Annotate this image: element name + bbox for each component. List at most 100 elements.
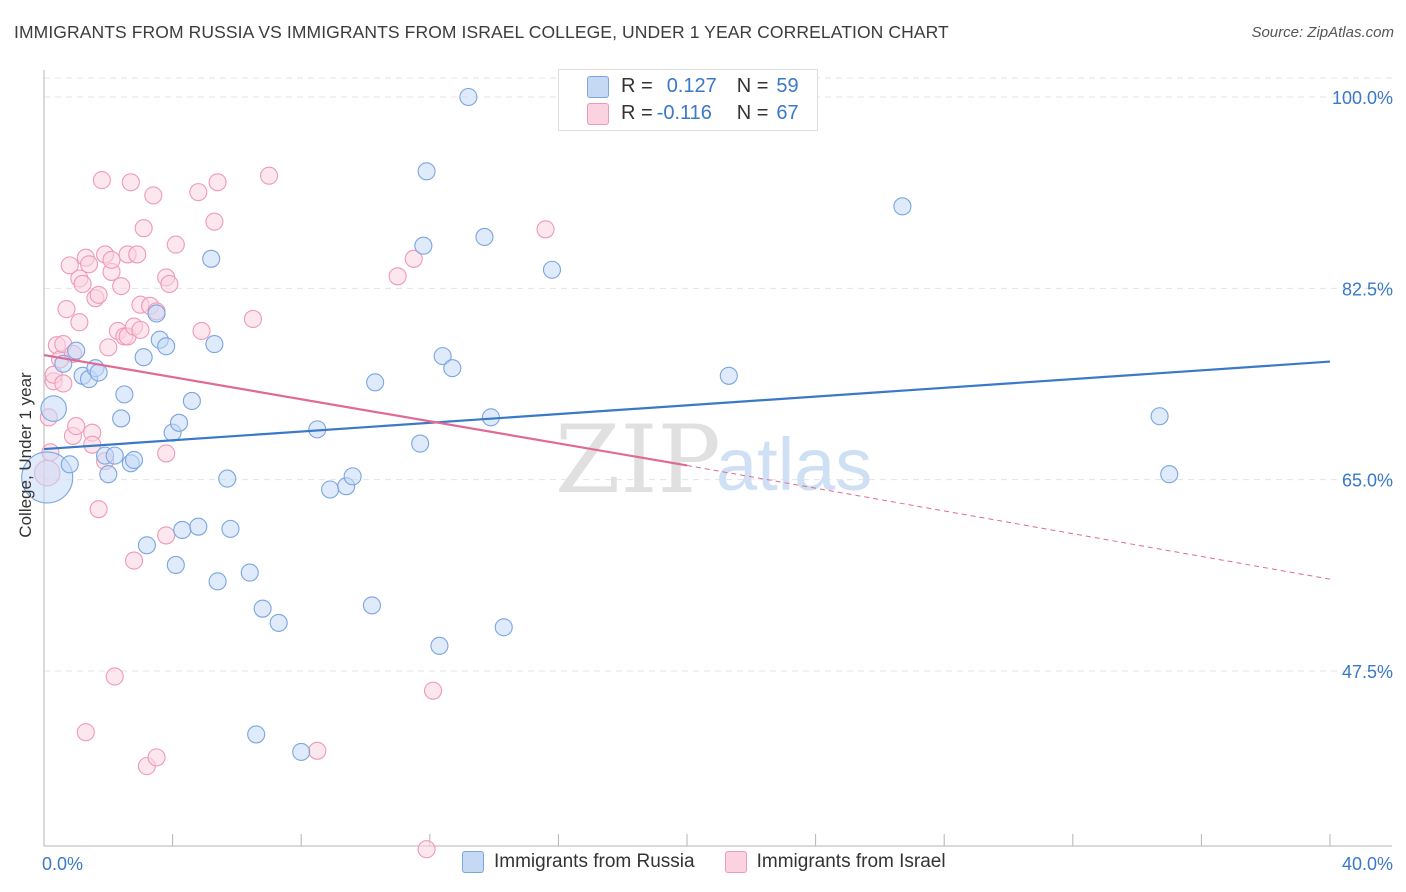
y-tick-label: 65.0% (1342, 471, 1393, 491)
israel-point (79, 255, 99, 274)
israel-point (67, 417, 86, 436)
russia-swatch (587, 75, 609, 98)
russia-point (1160, 465, 1179, 484)
israel-point (60, 256, 79, 275)
israel-point (308, 741, 327, 760)
gridlines (44, 77, 1392, 672)
israel-point (157, 526, 176, 545)
israel-point (134, 219, 153, 238)
trend-line-russia (43, 360, 1331, 451)
stats-legend: R = 0.127 N = 59 R = -0.116 N = 67 (558, 69, 818, 131)
watermark: ZIP atlas (555, 406, 872, 515)
russia-point (182, 391, 201, 410)
russia-point (1150, 407, 1169, 426)
israel-point (76, 723, 95, 742)
russia-point (269, 613, 288, 632)
russia-point (893, 197, 912, 216)
r-label: R = (621, 75, 653, 97)
israel-legend-swatch (724, 851, 747, 873)
israel-point (536, 220, 555, 239)
russia-n-value: 59 (776, 75, 799, 97)
watermark-zip: ZIP (555, 406, 721, 515)
watermark-atlas: atlas (716, 423, 872, 506)
israel-point (89, 500, 108, 519)
russia-point (221, 519, 240, 538)
russia-point (343, 467, 362, 486)
russia-point (147, 304, 166, 323)
russia-point (292, 742, 311, 761)
israel-point (73, 274, 92, 294)
israel-point (423, 681, 443, 700)
legend-label-israel: Immigrants from Israel (756, 851, 946, 872)
israel-point (105, 667, 124, 686)
source-label: Source: ZipAtlas.com (1251, 24, 1394, 41)
russia-point (494, 618, 513, 637)
russia-point (459, 87, 478, 107)
legend-item-israel[interactable]: Immigrants from Israel (724, 851, 946, 873)
r-label: R = (621, 102, 653, 124)
russia-point (124, 450, 144, 470)
russia-legend-swatch (462, 851, 484, 873)
russia-point (60, 455, 79, 474)
legend-item-russia[interactable]: Immigrants from Russia (462, 851, 695, 873)
russia-point (218, 469, 237, 488)
russia-point (99, 465, 118, 484)
israel-point (121, 173, 140, 192)
israel-point (157, 444, 176, 463)
russia-r-value: 0.127 (666, 75, 717, 97)
russia-point (362, 596, 381, 615)
russia-point (417, 162, 436, 181)
trend-line-israel (43, 353, 688, 467)
israel-point (57, 300, 76, 319)
israel-point (208, 173, 227, 192)
israel-point (388, 267, 407, 286)
n-label: N = (736, 75, 769, 97)
russia-point (253, 599, 272, 618)
israel-point (160, 274, 179, 294)
israel-n-value: 67 (776, 102, 799, 124)
russia-point (189, 517, 208, 536)
russia-point (105, 446, 124, 465)
russia-point (173, 520, 192, 540)
israel-point (144, 186, 163, 205)
russia-point (475, 227, 494, 246)
y-tick-label: 47.5% (1342, 662, 1393, 682)
israel-point (131, 320, 150, 339)
russia-point (202, 249, 221, 268)
israel-point (89, 285, 108, 304)
israel-point (189, 183, 208, 202)
russia-point (443, 359, 462, 378)
tick-labels: 47.5% 65.0% 82.5% 100.0% 0.0% 40.0% (42, 88, 1393, 874)
israel-point (124, 551, 144, 570)
russia-point (137, 536, 156, 555)
israel-swatch (587, 102, 609, 125)
x-tick-label: 40.0% (1342, 854, 1393, 874)
russia-points (21, 87, 1179, 761)
russia-point (169, 413, 189, 432)
russia-point (433, 347, 452, 366)
russia-point (115, 385, 134, 404)
chart-title: IMMIGRANTS FROM RUSSIA VS IMMIGRANTS FRO… (14, 22, 949, 42)
israel-point (205, 212, 224, 231)
stats-row-russia: R = 0.127 N = 59 (587, 75, 799, 98)
israel-point (166, 235, 185, 254)
russia-point (89, 363, 108, 382)
israel-point (92, 171, 111, 190)
russia-point (411, 434, 430, 453)
russia-point (542, 260, 562, 279)
israel-point (147, 748, 166, 767)
israel-point (404, 249, 423, 268)
russia-point (208, 572, 227, 591)
russia-point (40, 395, 67, 422)
russia-point (366, 373, 385, 392)
y-tick-label: 82.5% (1342, 279, 1393, 299)
russia-point (321, 480, 340, 499)
israel-point (192, 321, 211, 341)
israel-point (259, 166, 279, 185)
israel-point (417, 840, 436, 859)
russia-point (240, 563, 259, 582)
bottom-legend: Immigrants from Russia Immigrants from I… (462, 851, 976, 873)
israel-point (102, 250, 121, 269)
russia-point (67, 341, 86, 360)
israel-r-value: -0.116 (656, 102, 712, 124)
